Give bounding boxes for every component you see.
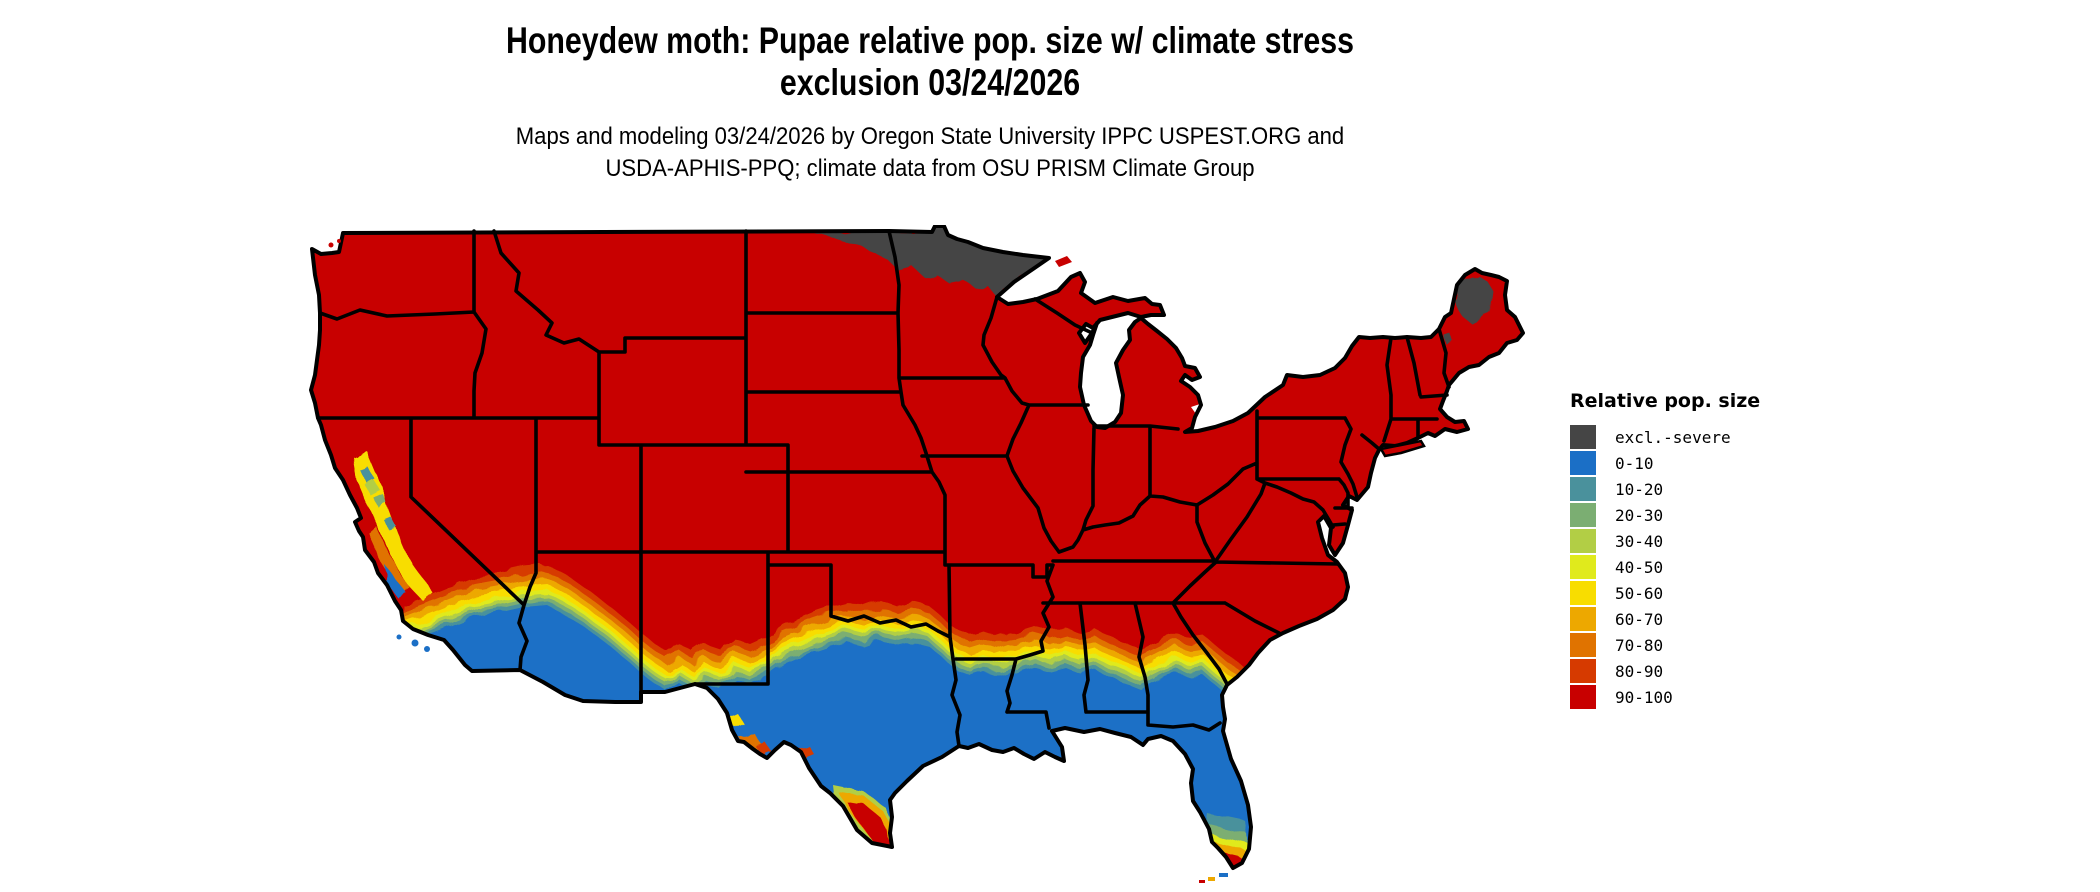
- legend-swatch-80-90: [1570, 659, 1596, 683]
- legend-row-90-100: 90-100: [1570, 684, 1870, 710]
- maine-exclusion: [1455, 275, 1493, 323]
- legend-label: 80-90: [1615, 661, 1664, 681]
- legend-label: 10-20: [1615, 479, 1664, 499]
- legend-swatch-excl.-severe: [1570, 425, 1596, 449]
- legend-swatch-30-40: [1570, 529, 1596, 553]
- legend-title: Relative pop. size: [1570, 390, 1761, 412]
- islands: [328, 239, 1426, 883]
- florida-keys-blue: [1219, 873, 1228, 877]
- legend-label: 0-10: [1615, 453, 1654, 473]
- fl-green-band: [1205, 823, 1248, 845]
- california-patches: [353, 451, 433, 601]
- legend-row-30-40: 30-40: [1570, 528, 1870, 554]
- fl-orange-band: [1211, 841, 1249, 861]
- tx-tip-red: [847, 802, 892, 850]
- legend-label: 70-80: [1615, 635, 1664, 655]
- legend-row-20-30: 20-30: [1570, 502, 1870, 528]
- legend-label: 60-70: [1615, 609, 1664, 629]
- ca-blue-valley: [385, 565, 407, 597]
- legend-label: 50-60: [1615, 583, 1664, 603]
- legend-row-excl.-severe: excl.-severe: [1570, 424, 1870, 450]
- legend-row-0-10: 0-10: [1570, 450, 1870, 476]
- channel-island-1: [411, 639, 419, 647]
- legend-row-60-70: 60-70: [1570, 606, 1870, 632]
- map-subtitle-line1: Maps and modeling 03/24/2026 by Oregon S…: [515, 123, 1345, 150]
- ca-orange-inner: [367, 525, 411, 595]
- ca-green-patch: [373, 493, 388, 508]
- band-0-10: [385, 605, 1290, 868]
- us-outline: [309, 225, 1525, 870]
- map-subtitle-line2: USDA-APHIS-PPQ; climate data from OSU PR…: [605, 155, 1255, 182]
- legend-swatch-10-20: [1570, 477, 1596, 501]
- channel-island-3: [396, 634, 402, 640]
- map-subtitle: Maps and modeling 03/24/2026 by Oregon S…: [180, 121, 1680, 185]
- legend-swatch-0-10: [1570, 451, 1596, 475]
- us-map: [309, 225, 1525, 883]
- legend-swatch-70-80: [1570, 633, 1596, 657]
- map-title-line2: exclusion 03/24/2026: [779, 62, 1081, 103]
- legend-swatch-50-60: [1570, 581, 1596, 605]
- legend-row-70-80: 70-80: [1570, 632, 1870, 658]
- legend-label: 30-40: [1615, 531, 1664, 551]
- florida-keys-red: [1199, 880, 1205, 883]
- puget-islet-1: [328, 242, 334, 248]
- florida-keys-orange: [1208, 877, 1215, 881]
- state-borders: [316, 229, 1451, 748]
- fl-teal-band: [1205, 813, 1247, 835]
- legend-row-80-90: 80-90: [1570, 658, 1870, 684]
- ca-yellowgreen-patch: [363, 479, 379, 494]
- legend-label: 20-30: [1615, 505, 1664, 525]
- ca-teal-patch1: [361, 468, 374, 482]
- fl-yellow-band: [1207, 833, 1249, 853]
- legend-label: excl.-severe: [1615, 427, 1731, 447]
- legend: Relative pop. size excl.-severe 0-10 10-20…: [1570, 390, 1870, 710]
- exclusion-zones: [813, 226, 1493, 342]
- map-title: Honeydew moth: Pupae relative pop. size …: [180, 20, 1680, 104]
- legend-row-40-50: 40-50: [1570, 554, 1870, 580]
- legend-label: 90-100: [1615, 687, 1673, 707]
- new-hampshire-exclusion-speck: [1442, 331, 1451, 342]
- north-dakota-minnesota-exclusion: [813, 226, 1049, 297]
- legend-row-10-20: 10-20: [1570, 476, 1870, 502]
- channel-island-2: [424, 646, 430, 652]
- legend-swatch-60-70: [1570, 607, 1596, 631]
- legend-swatch-90-100: [1570, 685, 1596, 709]
- ca-teal-patch2: [385, 518, 397, 530]
- isle-royale: [1055, 256, 1072, 267]
- long-island: [1379, 439, 1426, 458]
- legend-swatch-40-50: [1570, 555, 1596, 579]
- puget-islet-2: [337, 239, 341, 243]
- legend-items: excl.-severe 0-10 10-20 20-30 30-40 40-50 50-6…: [1570, 424, 1870, 710]
- legend-row-50-60: 50-60: [1570, 580, 1870, 606]
- state-border-lines: [316, 229, 1451, 748]
- legend-label: 40-50: [1615, 557, 1664, 577]
- bigbend-yellow: [728, 713, 743, 727]
- map-title-line1: Honeydew moth: Pupae relative pop. size …: [505, 20, 1355, 61]
- legend-swatch-20-30: [1570, 503, 1596, 527]
